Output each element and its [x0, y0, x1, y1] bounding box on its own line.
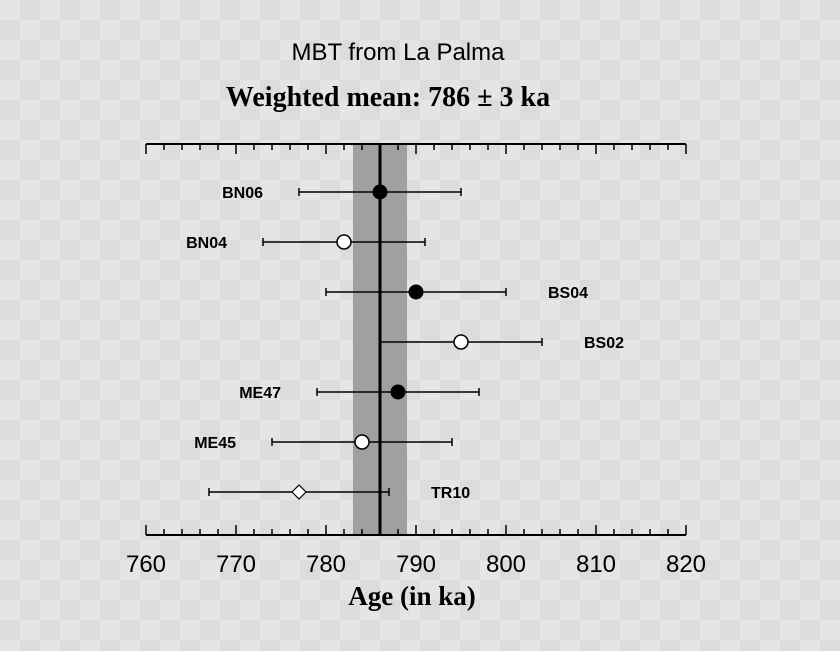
plot-area: 760 770 780 790 800 810 820 BN06 BN04 BS04 BS02 ME4… — [126, 143, 706, 578]
x-tick-label: 810 — [576, 551, 616, 578]
open-circle-marker — [336, 234, 352, 250]
data-point: BN04 — [186, 234, 426, 252]
x-axis-label: Age (in ka) — [348, 581, 476, 611]
sample-label: BN04 — [186, 235, 227, 252]
open-diamond-marker — [291, 484, 307, 500]
x-tick-label: 790 — [396, 551, 436, 578]
x-tick-label: 760 — [126, 551, 166, 578]
data-point: BS02 — [379, 334, 624, 352]
open-circle-marker — [354, 434, 370, 450]
chart-subtitle: Weighted mean: 786 ± 3 ka — [226, 82, 550, 113]
sample-label: ME45 — [194, 435, 236, 452]
data-point: BN06 — [222, 184, 462, 202]
x-tick-label: 820 — [666, 551, 706, 578]
sample-label: BS02 — [584, 335, 624, 352]
filled-circle-marker — [408, 284, 424, 300]
sample-label: TR10 — [431, 485, 470, 502]
x-tick-label: 770 — [216, 551, 256, 578]
data-point: BS04 — [325, 284, 588, 302]
filled-circle-marker — [390, 384, 406, 400]
open-circle-marker — [453, 334, 469, 350]
x-tick-label: 800 — [486, 551, 526, 578]
chart-title: MBT from La Palma — [292, 39, 506, 66]
data-point: TR10 — [208, 484, 470, 502]
sample-label: BS04 — [548, 285, 588, 302]
sample-label: ME47 — [239, 385, 281, 402]
filled-circle-marker — [372, 184, 388, 200]
sample-label: BN06 — [222, 185, 263, 202]
data-point: ME45 — [194, 434, 453, 452]
data-point: ME47 — [239, 384, 480, 402]
x-tick-label: 780 — [306, 551, 346, 578]
